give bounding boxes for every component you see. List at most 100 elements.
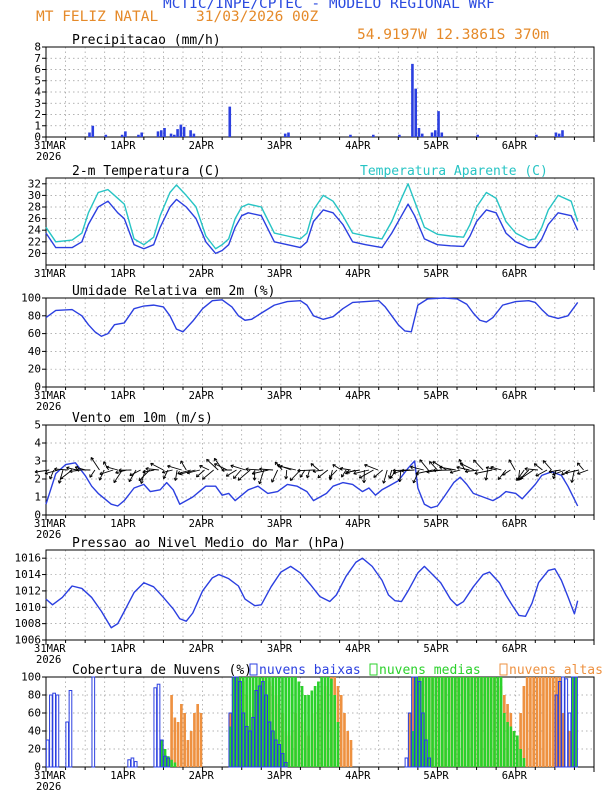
wind-arrow-head (429, 461, 433, 465)
wind-arrow (90, 457, 100, 471)
cloud-bar-nuvens-baixas (163, 755, 167, 768)
x-tick-label: 3APR (267, 390, 293, 402)
cloud-bar-nuvens-medias (300, 686, 304, 767)
wind-arrow (332, 464, 342, 471)
y-tick-label: 1014 (15, 568, 42, 581)
wind-arrow-head (245, 467, 249, 472)
precip-bar (554, 132, 558, 137)
wind-arrow (553, 469, 557, 479)
precip-bar (420, 133, 424, 137)
cloud-bar-nuvens-baixas (153, 687, 158, 768)
cloud-bar-nuvens-altas (176, 722, 180, 767)
precip-bar (557, 133, 561, 137)
cloud-bar-nuvens-baixas (234, 676, 239, 768)
cloud-bar-nuvens-medias (437, 677, 441, 767)
wind-arrow (186, 469, 201, 474)
cloud-bar-nuvens-medias (447, 677, 451, 767)
legend-swatch (499, 663, 508, 676)
wind-arrow (577, 462, 584, 471)
wind-arrow (245, 468, 260, 471)
precip-bar (349, 134, 352, 137)
y-tick-label: 1 (34, 119, 41, 132)
legend-label: nuvens baixas (259, 663, 361, 678)
cloud-bar-nuvens-baixas (166, 757, 171, 768)
wind-arrow (99, 469, 114, 475)
cloud-bar-nuvens-medias (574, 677, 578, 767)
wind-arrow-head (139, 480, 144, 484)
wind-arrow-head (564, 470, 569, 475)
cloud-bar-nuvens-medias (277, 677, 281, 767)
y-tick-label: 7 (34, 52, 41, 65)
cloud-bar-nuvens-altas (411, 677, 415, 767)
wind-arrow (274, 461, 283, 471)
x-tick-label: 31MAR (34, 770, 66, 782)
cloud-bar-nuvens-altas (525, 677, 529, 767)
precip-bar (137, 134, 140, 137)
wind-arrow-head (310, 463, 315, 467)
y-tick-label: 22 (28, 235, 41, 248)
cloud-bar-nuvens-medias (489, 677, 493, 767)
wind-arrow (329, 469, 333, 481)
wind-arrow (167, 465, 182, 471)
cloud-bar-nuvens-baixas (407, 712, 412, 768)
wind-arrow-head (552, 475, 556, 480)
wind-arrow (459, 462, 475, 471)
cloud-bar-nuvens-medias (483, 677, 487, 767)
precip-bar (417, 128, 421, 137)
cloud-bar-nuvens-medias (418, 677, 421, 767)
y-tick-label: 0 (34, 381, 41, 394)
cloud-bar-nuvens-medias (414, 677, 418, 767)
cloud-bar-nuvens-altas (555, 677, 558, 767)
y-tick-label: 3 (34, 97, 41, 110)
panel-title: Vento em 10m (m/s) (72, 411, 213, 426)
wind-arrow-head (533, 463, 538, 467)
cloud-bar-nuvens-medias (440, 677, 444, 767)
precip-bar (561, 130, 564, 137)
wind-arrow (279, 465, 296, 471)
y-tick-label: 0 (34, 509, 41, 522)
wind-arrow (206, 458, 219, 471)
y-tick-label: 1010 (15, 601, 42, 614)
y-tick-label: 1008 (15, 617, 42, 630)
wind-arrow-head (519, 475, 524, 480)
precip-bar (91, 125, 95, 137)
cloud-bar-nuvens-baixas (261, 681, 265, 768)
panel-rh: 0 20 40 60 80 100 31MAR 1APR 2APR 3APR 4APR 5APR 6AP… (21, 284, 595, 413)
wind-arrow-head (524, 467, 528, 471)
cloud-bar-nuvens-medias (160, 740, 164, 767)
wind-arrow (419, 459, 429, 471)
wind-arrow-head (552, 472, 556, 476)
precip-bar (440, 132, 444, 137)
precip-bar (88, 132, 91, 137)
wind-arrow (299, 469, 306, 478)
wind-arrow (429, 461, 438, 471)
cloud-bar-nuvens-baixas (159, 739, 164, 768)
y-tick-label: 1 (34, 491, 41, 504)
wind-arrow (485, 466, 497, 471)
wind-arrow (548, 469, 561, 473)
cloud-bar-nuvens-medias (493, 677, 496, 767)
cloud-bar-nuvens-baixas (417, 681, 422, 768)
panel-title: Pressao ao Nivel Medio do Mar (hPa) (72, 536, 346, 551)
wind-arrow-head (138, 477, 143, 482)
wind-arrow-head (69, 469, 73, 474)
x-tick-label: 3APR (267, 770, 293, 782)
wind-arrow (177, 469, 191, 475)
cloud-bar-nuvens-altas (173, 717, 177, 767)
cloud-bar-nuvens-medias (499, 677, 503, 767)
wind-arrow (129, 469, 141, 476)
cloud-bar-nuvens-baixas (49, 694, 53, 768)
wind-arrow-head (299, 474, 304, 478)
header-title: MCTIC/INPE/CPTEC - MODELO REGIONAL WRF (163, 0, 495, 12)
cloud-bar-nuvens-baixas (251, 717, 255, 768)
wind-arrow-head (225, 473, 230, 477)
cloud-bar-nuvens-altas (558, 677, 562, 767)
wind-arrow-head (570, 479, 575, 483)
cloud-bar-nuvens-altas (189, 731, 193, 767)
panel-pressure: 1006 1008 1010 1012 1014 1016 31MAR 1APR 2APR 3AP… (15, 536, 595, 666)
cloud-bar-nuvens-baixas (241, 712, 246, 768)
legend-label: nuvens altas (509, 663, 603, 678)
cloud-bar-nuvens-medias (502, 713, 506, 767)
wind-arrow-head (270, 479, 275, 483)
